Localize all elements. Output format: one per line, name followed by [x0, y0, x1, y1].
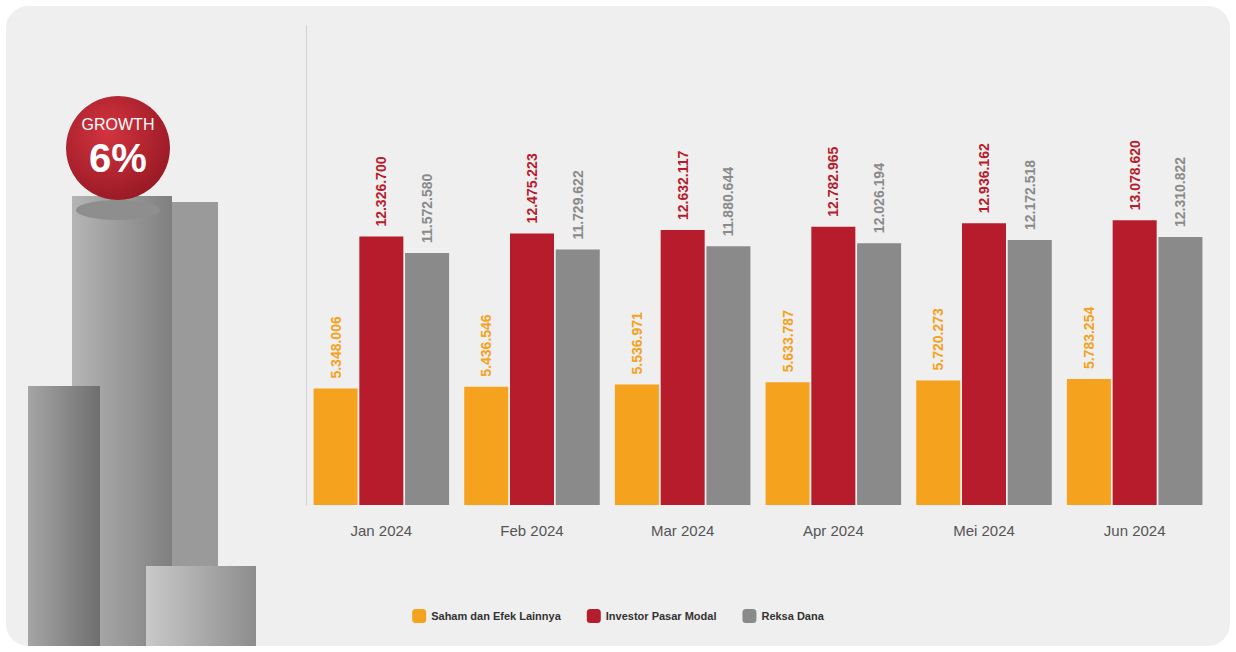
svg-text:12.172.518: 12.172.518 [1022, 160, 1038, 230]
svg-text:Investor Pasar Modal: Investor Pasar Modal [606, 610, 717, 622]
svg-text:13.078.620: 13.078.620 [1127, 140, 1143, 210]
svg-text:6%: 6% [89, 136, 147, 180]
svg-text:5.348.006: 5.348.006 [328, 316, 344, 378]
svg-text:5.633.787: 5.633.787 [780, 310, 796, 372]
svg-text:12.310.822: 12.310.822 [1172, 157, 1188, 227]
svg-text:12.326.700: 12.326.700 [373, 156, 389, 226]
svg-text:5.436.546: 5.436.546 [478, 314, 494, 376]
svg-text:12.632.117: 12.632.117 [675, 150, 691, 220]
svg-text:11.572.580: 11.572.580 [419, 174, 435, 244]
svg-text:5.720.273: 5.720.273 [930, 308, 946, 370]
svg-text:Apr 2024: Apr 2024 [803, 522, 864, 539]
svg-text:Jan 2024: Jan 2024 [350, 522, 412, 539]
svg-text:12.026.194: 12.026.194 [871, 163, 887, 233]
svg-text:12.936.162: 12.936.162 [976, 143, 992, 213]
svg-text:Mar 2024: Mar 2024 [651, 522, 714, 539]
svg-text:GROWTH: GROWTH [82, 116, 155, 133]
svg-text:Saham dan Efek Lainnya: Saham dan Efek Lainnya [431, 610, 561, 622]
svg-text:12.782.965: 12.782.965 [825, 146, 841, 216]
svg-text:5.536.971: 5.536.971 [629, 312, 645, 374]
svg-text:5.783.254: 5.783.254 [1081, 307, 1097, 369]
svg-text:11.729.622: 11.729.622 [570, 170, 586, 240]
svg-text:12.475.223: 12.475.223 [524, 153, 540, 223]
svg-text:11.880.644: 11.880.644 [720, 167, 736, 237]
svg-text:Feb 2024: Feb 2024 [500, 522, 563, 539]
svg-text:Reksa Dana: Reksa Dana [761, 610, 824, 622]
svg-text:Jun 2024: Jun 2024 [1104, 522, 1166, 539]
svg-text:Mei 2024: Mei 2024 [953, 522, 1015, 539]
